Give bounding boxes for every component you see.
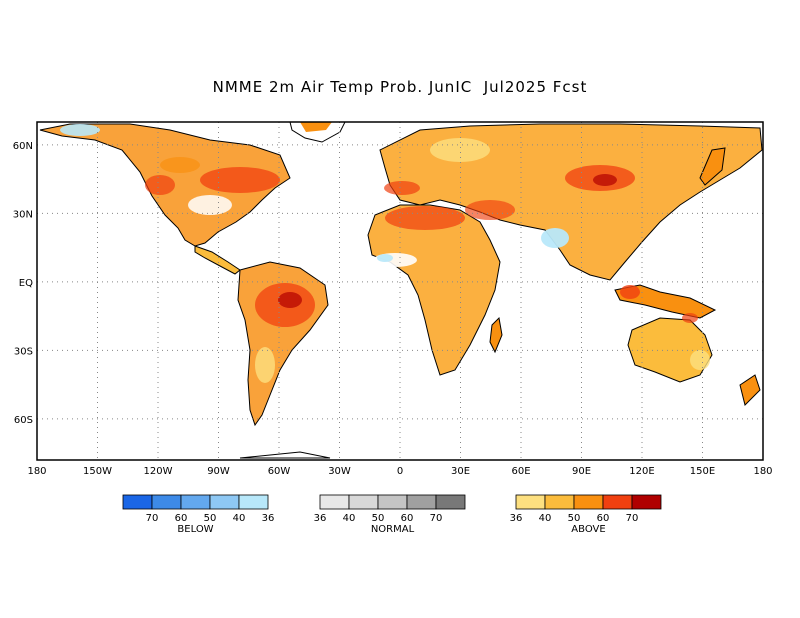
legend-swatch bbox=[377, 494, 408, 510]
longitude-tick-label: 30W bbox=[328, 466, 351, 477]
longitude-tick-label: 180 bbox=[27, 466, 46, 477]
legend-value-label: 36 bbox=[314, 513, 327, 524]
legend-value-label: 60 bbox=[175, 513, 188, 524]
legend-value-label: 40 bbox=[539, 513, 552, 524]
longitude-tick-label: 120W bbox=[144, 466, 173, 477]
legend-swatch bbox=[209, 494, 240, 510]
latitude-tick-label: EQ bbox=[19, 278, 33, 289]
legend-category-label: BELOW bbox=[177, 524, 213, 535]
australia-landmass bbox=[627, 317, 713, 383]
antarctica-landmass bbox=[239, 451, 331, 459]
legend-value-label: 50 bbox=[204, 513, 217, 524]
eurasia-landmass bbox=[379, 123, 763, 281]
madagascar-landmass bbox=[489, 316, 503, 354]
map-frame bbox=[36, 121, 764, 461]
new-zealand-landmass bbox=[739, 374, 761, 406]
longitude-tick-label: 120E bbox=[629, 466, 654, 477]
legend-swatch bbox=[573, 494, 604, 510]
legend-swatch bbox=[406, 494, 437, 510]
maritime-southeast-asia bbox=[614, 284, 717, 319]
longitude-tick-label: 30E bbox=[451, 466, 470, 477]
legend-value-label: 40 bbox=[233, 513, 246, 524]
longitude-tick-label: 90E bbox=[572, 466, 591, 477]
longitude-tick-label: 60E bbox=[511, 466, 530, 477]
legend-value-label: 36 bbox=[510, 513, 523, 524]
legend-swatch bbox=[180, 494, 211, 510]
legend-value-label: 40 bbox=[343, 513, 356, 524]
legend-group-above: 36 40 50 60 70 ABOVE bbox=[510, 494, 662, 535]
legend-swatch bbox=[122, 494, 153, 510]
latitude-tick-label: 60S bbox=[14, 415, 33, 426]
latitude-tick-label: 30S bbox=[14, 346, 33, 357]
legend-value-label: 70 bbox=[626, 513, 639, 524]
longitude-tick-label: 150W bbox=[83, 466, 112, 477]
latitude-tick-label: 60N bbox=[13, 141, 33, 152]
legend-value-label: 60 bbox=[597, 513, 610, 524]
longitude-tick-label: 90W bbox=[207, 466, 230, 477]
legend-category-label: NORMAL bbox=[371, 524, 415, 535]
legend-value-label: 70 bbox=[430, 513, 443, 524]
map-area bbox=[39, 122, 763, 459]
longitude-tick-label: 60W bbox=[268, 466, 291, 477]
legend-group-normal: 36 40 50 60 70 NORMAL bbox=[314, 494, 466, 535]
legend-swatch bbox=[348, 494, 379, 510]
legend-swatch bbox=[631, 494, 662, 510]
latitude-tick-label: 30N bbox=[13, 209, 33, 220]
near-normal-and-below-patches bbox=[60, 124, 710, 383]
legend-swatch bbox=[602, 494, 633, 510]
legend-category-label: ABOVE bbox=[571, 524, 605, 535]
legend-swatch bbox=[238, 494, 269, 510]
central-america-landmass bbox=[194, 245, 241, 275]
longitude-labels: 180 150W 120W 90W 60W 30W 0 30E 60E 90E 120E 150E 18… bbox=[27, 466, 772, 477]
legend-value-label: 36 bbox=[262, 513, 275, 524]
legend-value-label: 70 bbox=[146, 513, 159, 524]
legend-swatch bbox=[515, 494, 546, 510]
longitude-tick-label: 0 bbox=[397, 466, 403, 477]
longitude-tick-label: 180 bbox=[753, 466, 772, 477]
greenland-warm-patch bbox=[300, 122, 332, 132]
legend-swatch bbox=[319, 494, 350, 510]
legend-value-label: 50 bbox=[568, 513, 581, 524]
legend-group-below: 70 60 50 40 36 BELOW bbox=[122, 494, 275, 535]
latitude-labels: 60N 30N EQ 30S 60S bbox=[13, 141, 33, 426]
japan-landmass bbox=[699, 147, 726, 186]
above-normal-hotspots bbox=[145, 157, 698, 327]
map-gridlines bbox=[37, 122, 763, 460]
legend-swatch bbox=[544, 494, 575, 510]
legend-value-label: 50 bbox=[372, 513, 385, 524]
legend-swatch bbox=[435, 494, 466, 510]
map-title: NMME 2m Air Temp Prob. JunIC Jul2025 Fcs… bbox=[212, 78, 588, 96]
africa-landmass bbox=[367, 204, 501, 376]
legend-value-label: 60 bbox=[401, 513, 414, 524]
longitude-tick-label: 150E bbox=[690, 466, 715, 477]
legend-swatch bbox=[151, 494, 182, 510]
